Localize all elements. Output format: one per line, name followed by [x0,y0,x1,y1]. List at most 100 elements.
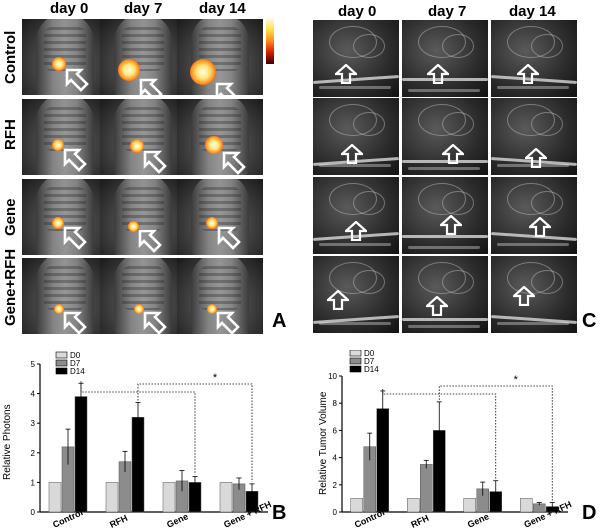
legend-label-d7: D7 [364,357,375,366]
bioluminescence-image [22,179,108,255]
x-category-label: RFH [108,513,129,530]
bioluminescence-image [177,179,263,255]
bar-d0 [219,482,233,513]
up-arrow-icon [333,63,359,85]
panel-a-row-label-gene-rfh: Gene+RFH [2,248,19,326]
up-arrow-icon [339,143,365,165]
ultrasound-image [491,177,577,254]
x-category-label: RFH [409,513,430,530]
bar-d0 [105,482,119,513]
panel-d-letter: D [582,502,597,524]
bioluminescence-colorbar [266,18,274,64]
ultrasound-image [491,20,577,97]
pointer-arrow-icon [64,67,90,93]
tumor-signal-spot [52,139,64,151]
y-tick-label: 10 [328,372,337,381]
tumor-signal-spot [118,59,140,81]
pointer-arrow-icon [137,228,163,254]
pointer-arrow-icon [215,310,241,334]
bar-d14 [74,396,88,513]
tumor-signal-spot [130,139,144,153]
bioluminescence-image [100,19,186,95]
pointer-arrow-icon [214,81,240,95]
panel-c-header-day14: day 14 [509,3,556,20]
panel-a-header-day7: day 7 [124,0,163,17]
bioluminescence-image [100,258,186,334]
ultrasound-image [402,20,488,97]
bar-d0 [48,482,62,513]
bioluminescence-image [177,19,263,95]
legend-swatch-d14 [349,365,362,373]
bar-d7 [420,464,433,513]
bioluminescence-image [100,179,186,255]
legend-swatch-d14 [55,367,68,375]
y-tick-label: 0 [31,508,36,517]
panel-c-letter: C [582,310,597,332]
pointer-arrow-icon [221,150,247,175]
ultrasound-image [313,177,399,254]
significance-bracket [382,388,497,479]
panel-a-row-label-control: Control [2,30,19,84]
pointer-arrow-icon [216,225,242,251]
ultrasound-image [491,256,577,333]
y-tick-label: 1 [31,478,36,487]
bar-d0 [350,498,363,513]
ultrasound-image [313,256,399,333]
up-arrow-icon [511,285,537,307]
significance-star: * [213,372,218,384]
tumor-signal-spot [128,221,139,232]
panel-a-row-label-rfh: RFH [2,119,19,150]
legend-swatch-d7 [349,357,362,365]
pointer-arrow-icon [62,147,88,173]
ultrasound-image [402,177,488,254]
panel-a-header-day0: day 0 [50,0,89,17]
tumor-signal-spot [52,217,64,229]
x-category-label: Gene [165,511,190,530]
bar-d0 [407,498,420,513]
x-category-label: Gene [466,511,491,530]
panel-a-row-label-gene: Gene [2,198,19,236]
chart-b-ylabel: Relative Photons [2,404,13,480]
significance-bracket [438,385,553,501]
legend-label-d14: D14 [70,367,85,376]
panel-b-letter: B [272,502,287,524]
tumor-signal-spot [190,59,216,85]
pointer-arrow-icon [62,310,88,334]
ultrasound-image [313,20,399,97]
panel-c-header-day0: day 0 [338,3,377,20]
up-arrow-icon [438,214,464,236]
bioluminescence-image [177,258,263,334]
bioluminescence-image [22,19,108,95]
up-arrow-icon [425,63,451,85]
bar-d0 [162,482,176,513]
legend-label-d14: D14 [364,365,379,374]
legend-label-d0: D0 [70,351,81,360]
significance-bracket [137,383,253,482]
ultrasound-image [313,98,399,175]
bioluminescence-image [100,99,186,175]
legend-label-d0: D0 [364,350,375,358]
legend-swatch-d7 [55,359,68,367]
y-tick-label: 5 [31,360,36,369]
panel-a-letter: A [272,310,287,332]
y-tick-label: 4 [333,454,338,463]
legend-swatch-d0 [349,350,362,357]
up-arrow-icon [325,289,351,311]
ultrasound-image [402,98,488,175]
bar-d0 [520,498,533,513]
pointer-arrow-icon [142,149,168,175]
up-arrow-icon [515,63,541,85]
pointer-arrow-icon [138,77,164,95]
bioluminescence-image [22,258,108,334]
tumor-signal-spot [206,217,218,229]
panel-c-header-day7: day 7 [428,3,467,20]
chart-d-ylabel: Relative Tumor Volume [318,391,329,495]
up-arrow-icon [527,216,553,238]
legend-swatch-d0 [55,351,68,359]
ultrasound-image [402,256,488,333]
panel-a-header-day14: day 14 [199,0,246,17]
pointer-arrow-icon [62,225,88,251]
bioluminescence-image [22,99,108,175]
significance-star: * [514,374,519,386]
